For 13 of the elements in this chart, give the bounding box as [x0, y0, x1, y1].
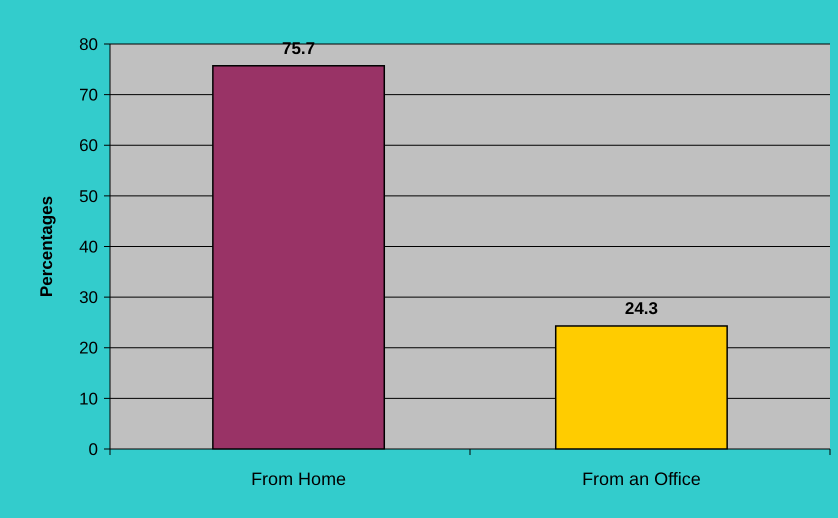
x-tick-label: From an Office: [582, 469, 701, 489]
y-tick-label: 10: [79, 389, 98, 408]
y-tick-label: 50: [79, 186, 98, 206]
y-tick-label: 60: [79, 136, 98, 156]
y-tick-label: 0: [88, 440, 98, 459]
y-tick-label: 20: [79, 338, 98, 358]
y-tick-label: 80: [79, 34, 98, 54]
data-label: 24.3: [624, 298, 658, 318]
y-tick-label: 30: [79, 288, 98, 308]
x-tick-label: From Home: [251, 469, 346, 489]
y-tick-label: 70: [79, 86, 98, 105]
y-tick-label: 40: [79, 237, 98, 256]
y-axis-title: Percentages: [37, 196, 56, 298]
